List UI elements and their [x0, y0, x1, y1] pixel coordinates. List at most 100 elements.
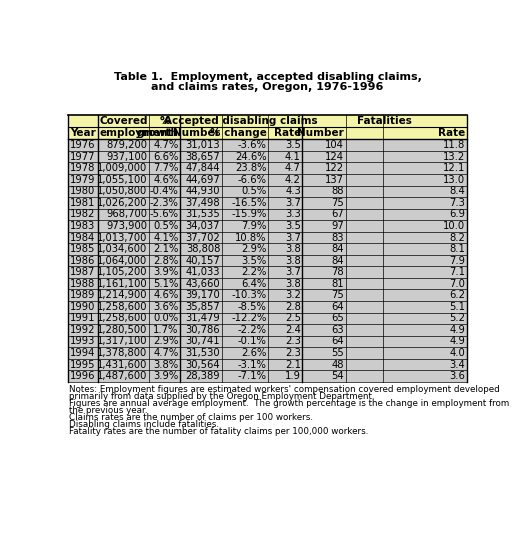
- Text: 4.7: 4.7: [285, 163, 301, 173]
- Text: Notes: Employment figures are estimated workers' compensation covered employment: Notes: Employment figures are estimated …: [69, 385, 500, 394]
- Text: 1978: 1978: [70, 163, 96, 173]
- Text: 2.3: 2.3: [285, 336, 301, 347]
- Text: -3.1%: -3.1%: [238, 359, 267, 369]
- Text: 1988: 1988: [70, 278, 95, 288]
- Text: 31,479: 31,479: [185, 314, 220, 324]
- Text: 1,280,500: 1,280,500: [97, 325, 147, 335]
- Bar: [68, 232, 467, 243]
- Text: Claims rates are the number of claims per 100 workers.: Claims rates are the number of claims pe…: [69, 413, 313, 422]
- Text: 31,530: 31,530: [186, 348, 220, 358]
- Text: Number: Number: [173, 128, 220, 138]
- Text: 937,100: 937,100: [106, 152, 147, 162]
- Text: 47,844: 47,844: [186, 163, 220, 173]
- Text: 1,378,800: 1,378,800: [97, 348, 147, 358]
- Text: 84: 84: [332, 244, 344, 254]
- Text: Accepted disabling claims: Accepted disabling claims: [164, 116, 318, 126]
- Text: 1,105,200: 1,105,200: [97, 267, 147, 277]
- Text: 31,013: 31,013: [186, 140, 220, 150]
- Text: 1,064,000: 1,064,000: [97, 256, 147, 266]
- Text: 1,050,800: 1,050,800: [97, 186, 147, 196]
- Bar: [68, 301, 467, 312]
- Text: 2.1%: 2.1%: [153, 244, 179, 254]
- Text: 10.0: 10.0: [443, 221, 465, 231]
- Text: the previous year.: the previous year.: [69, 406, 148, 415]
- Text: 3.8: 3.8: [285, 256, 301, 266]
- Text: 0.5%: 0.5%: [242, 186, 267, 196]
- Text: 1987: 1987: [70, 267, 96, 277]
- Text: -6.6%: -6.6%: [238, 175, 267, 185]
- Text: 2.5: 2.5: [285, 314, 301, 324]
- Text: 40,157: 40,157: [185, 256, 220, 266]
- Text: 88: 88: [332, 186, 344, 196]
- Text: Figures are annual average employment.  The growth percentage is the change in e: Figures are annual average employment. T…: [69, 399, 509, 408]
- Text: 8.4: 8.4: [449, 186, 465, 196]
- Text: 37,702: 37,702: [185, 233, 220, 243]
- Bar: [68, 162, 467, 174]
- Text: 1996: 1996: [70, 371, 96, 381]
- Text: 1,258,600: 1,258,600: [97, 314, 147, 324]
- Text: 7.7%: 7.7%: [153, 163, 179, 173]
- Text: 1.7%: 1.7%: [153, 325, 179, 335]
- Text: 48: 48: [332, 359, 344, 369]
- Text: 3.8%: 3.8%: [153, 359, 179, 369]
- Text: 28,389: 28,389: [186, 371, 220, 381]
- Text: 1,317,100: 1,317,100: [97, 336, 147, 347]
- Text: 13.0: 13.0: [443, 175, 465, 185]
- Text: 11.8: 11.8: [443, 140, 465, 150]
- Text: 1993: 1993: [70, 336, 96, 347]
- Text: 6.9: 6.9: [449, 209, 465, 219]
- Text: 1985: 1985: [70, 244, 96, 254]
- Text: 1983: 1983: [70, 221, 95, 231]
- Text: -8.5%: -8.5%: [238, 302, 267, 312]
- Text: Rate: Rate: [438, 128, 465, 138]
- Text: 2.1: 2.1: [285, 359, 301, 369]
- Text: 3.5: 3.5: [285, 140, 301, 150]
- Bar: [68, 209, 467, 220]
- Text: 1.9: 1.9: [285, 371, 301, 381]
- Text: 8.1: 8.1: [449, 244, 465, 254]
- Text: 4.1%: 4.1%: [153, 233, 179, 243]
- Text: 7.9%: 7.9%: [241, 221, 267, 231]
- Bar: [68, 220, 467, 232]
- Text: 78: 78: [331, 267, 344, 277]
- Text: 1976: 1976: [70, 140, 96, 150]
- Text: 30,564: 30,564: [186, 359, 220, 369]
- Text: 44,697: 44,697: [185, 175, 220, 185]
- Text: -5.6%: -5.6%: [149, 209, 179, 219]
- Text: 1995: 1995: [70, 359, 96, 369]
- Text: 1994: 1994: [70, 348, 96, 358]
- Text: 30,786: 30,786: [186, 325, 220, 335]
- Text: 3.7: 3.7: [285, 267, 301, 277]
- Text: 3.8: 3.8: [285, 244, 301, 254]
- Bar: [68, 243, 467, 255]
- Text: -15.9%: -15.9%: [231, 209, 267, 219]
- Text: 6.6%: 6.6%: [153, 152, 179, 162]
- Text: 1981: 1981: [70, 198, 96, 208]
- Text: 6.4%: 6.4%: [242, 278, 267, 288]
- Text: 1982: 1982: [70, 209, 96, 219]
- Text: 4.6%: 4.6%: [153, 175, 179, 185]
- Text: 4.1: 4.1: [285, 152, 301, 162]
- Text: 1991: 1991: [70, 314, 96, 324]
- Text: 1,055,100: 1,055,100: [97, 175, 147, 185]
- Text: 67: 67: [331, 209, 344, 219]
- Bar: [68, 140, 467, 151]
- Text: 7.0: 7.0: [449, 278, 465, 288]
- Bar: [68, 312, 467, 324]
- Text: -16.5%: -16.5%: [231, 198, 267, 208]
- Text: 2.8%: 2.8%: [153, 256, 179, 266]
- Text: 24.6%: 24.6%: [235, 152, 267, 162]
- Text: 4.7%: 4.7%: [153, 140, 179, 150]
- Text: 75: 75: [331, 290, 344, 300]
- Text: 1992: 1992: [70, 325, 96, 335]
- Text: 4.0: 4.0: [449, 348, 465, 358]
- Text: Covered: Covered: [99, 116, 148, 126]
- Bar: [68, 151, 467, 162]
- Text: 1,487,600: 1,487,600: [97, 371, 147, 381]
- Text: 3.7: 3.7: [285, 198, 301, 208]
- Text: 97: 97: [331, 221, 344, 231]
- Text: 968,700: 968,700: [106, 209, 147, 219]
- Text: Disabling claims include fatalities.: Disabling claims include fatalities.: [69, 420, 219, 429]
- Text: 43,660: 43,660: [186, 278, 220, 288]
- Text: 3.4: 3.4: [449, 359, 465, 369]
